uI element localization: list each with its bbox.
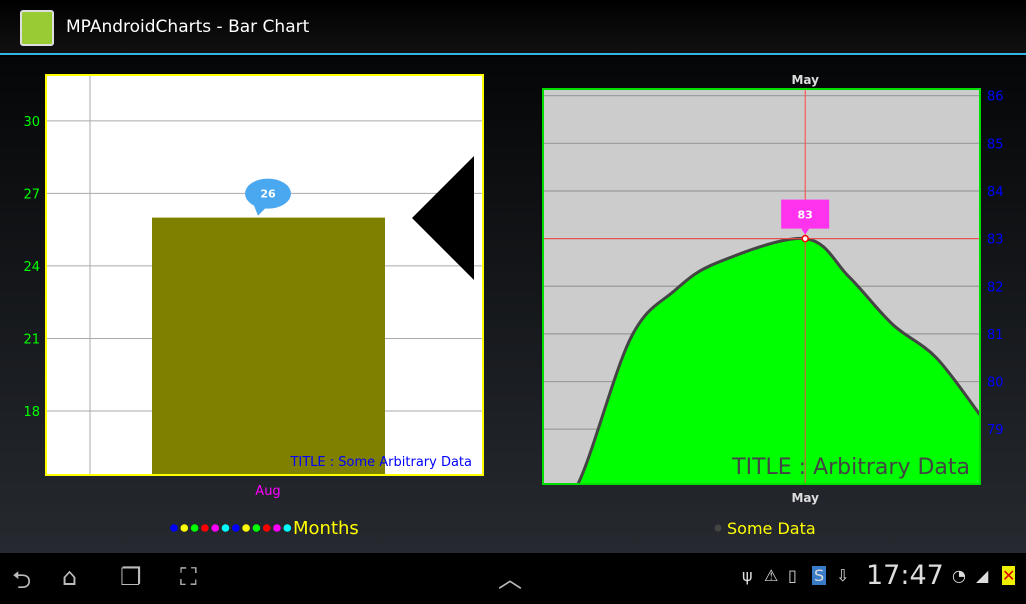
plot-border [542, 88, 981, 485]
marker-tail [801, 228, 810, 235]
legend-dot [201, 524, 209, 532]
chart-description: TITLE : Arbitrary Data [731, 455, 970, 480]
home-icon[interactable]: ⌂ [62, 563, 78, 591]
screenshot-icon[interactable]: ⛶ [180, 563, 197, 591]
recent-apps-icon[interactable]: ❐ [120, 563, 142, 591]
x-tick-label-bottom: May [791, 491, 819, 505]
sd-card-icon: ▯ [788, 566, 797, 585]
clock: 17:47 [866, 560, 944, 591]
highlight-point [801, 234, 809, 243]
y-tick-label: 18 [23, 405, 40, 420]
x-tick-label-top: May [791, 73, 819, 87]
app-title: MPAndroidCharts - Bar Chart [66, 17, 310, 37]
signal-icon: ◢ [976, 566, 989, 585]
y-tick-label: 81 [987, 328, 1004, 343]
legend-dot [211, 524, 219, 532]
marker-label: 26 [260, 188, 276, 201]
series-group [576, 236, 980, 484]
y-tick-label: 79 [987, 423, 1004, 438]
action-bar: MPAndroidCharts - Bar Chart [0, 0, 1026, 55]
legend-dot [221, 524, 230, 532]
y-tick-label: 86 [987, 90, 1004, 105]
legend-label: Some Data [727, 519, 816, 538]
back-icon[interactable]: ⮌ [12, 566, 32, 594]
legend-dot [242, 524, 250, 532]
legend-dot [252, 524, 261, 532]
content: 18 21 24 27 30 26 TITLE : Some Arbitrary Data A… [0, 57, 1026, 553]
series-line [576, 236, 980, 484]
legend-dot [180, 524, 189, 532]
navigation-bar: ⮌ ⌂ ❐ ⛶ ︿ [0, 553, 1026, 601]
marker-tail [254, 205, 266, 216]
chart-description: TITLE : Some Arbitrary Data [289, 455, 472, 470]
up-chevron-icon[interactable]: ︿ [498, 565, 522, 593]
y-tick-label: 30 [23, 115, 40, 130]
legend-dot [190, 524, 199, 532]
legend-dot [714, 524, 722, 532]
y-tick-label: 85 [987, 137, 1004, 152]
x-tick-label: Aug [255, 484, 280, 499]
download-icon: ⇩ [836, 566, 850, 585]
legend-dot [283, 524, 292, 532]
marker-bubble [245, 178, 291, 209]
legend-dot [232, 524, 240, 532]
usb-icon: ψ [742, 566, 753, 585]
y-tick-label: 84 [987, 185, 1004, 200]
y-tick-label: 21 [23, 332, 40, 347]
legend-dot [170, 524, 178, 532]
legend-dot [262, 524, 271, 532]
plot-border [45, 74, 484, 476]
wifi-icon: ◔ [952, 566, 966, 585]
warning-icon: ⚠ [764, 566, 779, 585]
marker-box [781, 199, 830, 229]
y-tick-label: 24 [23, 260, 40, 275]
area-chart[interactable]: 79 80 81 82 83 84 85 86 83 TITLE : Arbitrary Data… [542, 73, 1004, 538]
bar [152, 217, 385, 475]
arrow-left-icon [412, 156, 474, 280]
skype-icon: S [812, 566, 827, 585]
y-tick-label: 27 [23, 187, 40, 202]
android-app-icon [20, 10, 54, 46]
y-tick-label: 82 [987, 280, 1004, 295]
area-fill [577, 238, 980, 484]
battery-icon: ✕ [1002, 566, 1016, 585]
bar-chart[interactable]: 18 21 24 27 30 26 TITLE : Some Arbitrary Data A… [23, 74, 484, 539]
y-tick-label: 83 [987, 233, 1004, 248]
legend-label: Months [293, 518, 359, 539]
legend-dot [273, 524, 281, 532]
charts: 18 21 24 27 30 26 TITLE : Some Arbitrary Data A… [23, 73, 1004, 539]
marker-label: 83 [798, 209, 813, 222]
y-tick-label: 80 [987, 376, 1004, 391]
